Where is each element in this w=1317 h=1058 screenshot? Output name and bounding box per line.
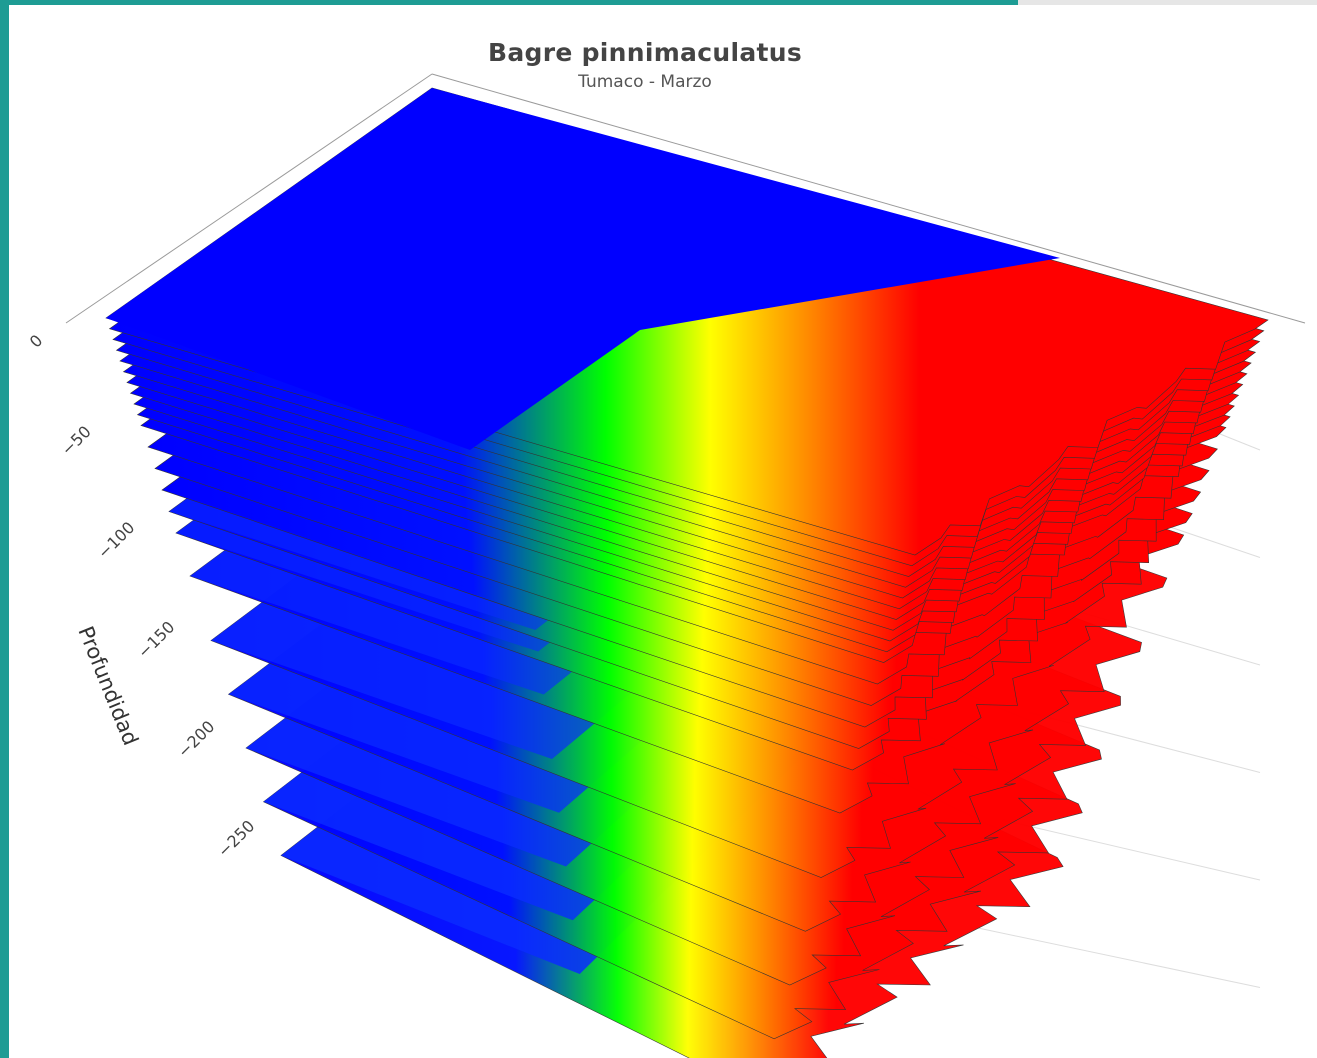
z-tick-label: −150 — [134, 617, 179, 662]
window-frame-left — [0, 0, 9, 1058]
z-tick-label: −100 — [94, 518, 139, 563]
z-tick-label: −250 — [214, 816, 259, 861]
surface-top-blue-region — [106, 88, 1060, 450]
z-tick-label: −50 — [57, 422, 94, 459]
window-frame-top-right — [1018, 0, 1317, 5]
z-axis-title: Profundidad — [73, 623, 142, 749]
chart-title: Bagre pinnimaculatus — [487, 38, 803, 67]
chart-subtitle: Tumaco - Marzo — [578, 72, 712, 92]
z-tick-label: 0 — [26, 331, 47, 352]
axis-box — [65, 73, 1306, 324]
window-frame-top — [0, 0, 1018, 5]
depth-layers — [105, 87, 1269, 1058]
z-tick-label: −200 — [174, 717, 219, 762]
